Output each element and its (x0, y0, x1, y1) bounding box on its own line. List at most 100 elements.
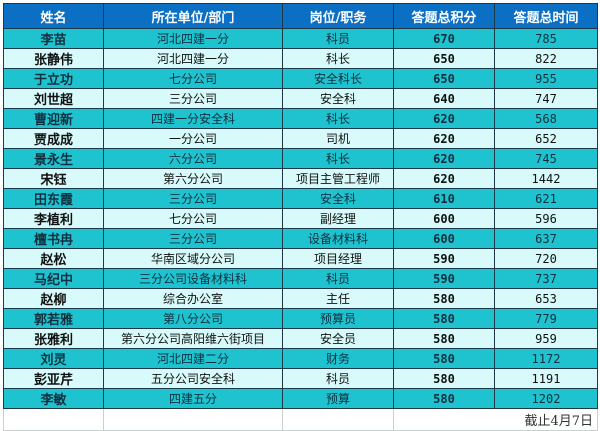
position-cell: 科员 (282, 28, 394, 49)
score-cell: 640 (393, 88, 495, 109)
name-cell: 刘世超 (3, 88, 104, 109)
position-cell: 科长 (282, 108, 394, 129)
footer-row: 截止4月7日 (3, 408, 598, 431)
header-row: 姓名 所在单位/部门 岗位/职务 答题总积分 答题总时间 (3, 3, 598, 29)
position-cell: 设备材料科 (282, 228, 394, 249)
time-cell: 737 (494, 268, 598, 289)
name-cell: 宋钰 (3, 168, 104, 189)
time-cell: 745 (494, 148, 598, 169)
name-cell: 曹迎新 (3, 108, 104, 129)
empty-cell (282, 408, 394, 431)
time-cell: 568 (494, 108, 598, 129)
time-cell: 596 (494, 208, 598, 229)
score-cell: 620 (393, 128, 495, 149)
score-cell: 580 (393, 308, 495, 329)
name-cell: 郭若雅 (3, 308, 104, 329)
table-row: 张雅利 第六分公司高阳维六街项目 安全员 580 959 (3, 328, 598, 349)
time-cell: 785 (494, 28, 598, 49)
position-cell: 预算员 (282, 308, 394, 329)
header-position: 岗位/职务 (282, 3, 394, 29)
unit-cell: 六分公司 (103, 148, 283, 169)
score-cell: 580 (393, 328, 495, 349)
position-cell: 财务 (282, 348, 394, 369)
time-cell: 779 (494, 308, 598, 329)
time-cell: 1442 (494, 168, 598, 189)
table-row: 彭亚芹 五分公司安全科 科员 580 1191 (3, 368, 598, 389)
unit-cell: 华南区域分公司 (103, 248, 283, 269)
score-cell: 650 (393, 68, 495, 89)
name-cell: 李敏 (3, 388, 104, 409)
unit-cell: 七分公司 (103, 208, 283, 229)
unit-cell: 一分公司 (103, 128, 283, 149)
name-cell: 李植利 (3, 208, 104, 229)
score-cell: 590 (393, 248, 495, 269)
time-cell: 652 (494, 128, 598, 149)
score-cell: 600 (393, 228, 495, 249)
name-cell: 景永生 (3, 148, 104, 169)
position-cell: 安全科 (282, 188, 394, 209)
empty-cell (103, 408, 283, 431)
score-cell: 580 (393, 348, 495, 369)
time-cell: 955 (494, 68, 598, 89)
unit-cell: 第六分公司 (103, 168, 283, 189)
empty-cell (3, 408, 104, 431)
score-cell: 670 (393, 28, 495, 49)
position-cell: 项目经理 (282, 248, 394, 269)
position-cell: 主任 (282, 288, 394, 309)
time-cell: 959 (494, 328, 598, 349)
score-cell: 620 (393, 148, 495, 169)
score-cell: 600 (393, 208, 495, 229)
score-cell: 650 (393, 48, 495, 69)
table-row: 李苗 河北四建一分 科员 670 785 (3, 28, 598, 49)
header-unit: 所在单位/部门 (103, 3, 283, 29)
name-cell: 马纪中 (3, 268, 104, 289)
name-cell: 张雅利 (3, 328, 104, 349)
name-cell: 田东霞 (3, 188, 104, 209)
name-cell: 李苗 (3, 28, 104, 49)
score-cell: 610 (393, 188, 495, 209)
unit-cell: 四建一分安全科 (103, 108, 283, 129)
header-score: 答题总积分 (393, 3, 495, 29)
position-cell: 安全员 (282, 328, 394, 349)
score-cell: 580 (393, 288, 495, 309)
table-row: 檀书冉 三分公司 设备材料科 600 637 (3, 228, 598, 249)
name-cell: 赵松 (3, 248, 104, 269)
table-row: 李敏 四建五分 预算 580 1202 (3, 388, 598, 409)
table-row: 李植利 七分公司 副经理 600 596 (3, 208, 598, 229)
position-cell: 副经理 (282, 208, 394, 229)
position-cell: 科长 (282, 48, 394, 69)
score-cell: 580 (393, 388, 495, 409)
table-row: 赵柳 综合办公室 主任 580 653 (3, 288, 598, 309)
unit-cell: 三分公司 (103, 188, 283, 209)
unit-cell: 河北四建一分 (103, 28, 283, 49)
unit-cell: 七分公司 (103, 68, 283, 89)
table-row: 刘世超 三分公司 安全科 640 747 (3, 88, 598, 109)
unit-cell: 三分公司 (103, 228, 283, 249)
score-cell: 590 (393, 268, 495, 289)
table-row: 于立功 七分公司 安全科长 650 955 (3, 68, 598, 89)
table-row: 田东霞 三分公司 安全科 610 621 (3, 188, 598, 209)
time-cell: 1172 (494, 348, 598, 369)
unit-cell: 第八分公司 (103, 308, 283, 329)
name-cell: 于立功 (3, 68, 104, 89)
time-cell: 720 (494, 248, 598, 269)
table-row: 张静伟 河北四建一分 科长 650 822 (3, 48, 598, 69)
table-row: 贾成成 一分公司 司机 620 652 (3, 128, 598, 149)
time-cell: 637 (494, 228, 598, 249)
table-row: 景永生 六分公司 科长 620 745 (3, 148, 598, 169)
score-cell: 620 (393, 168, 495, 189)
unit-cell: 四建五分 (103, 388, 283, 409)
header-name: 姓名 (3, 3, 104, 29)
time-cell: 653 (494, 288, 598, 309)
name-cell: 檀书冉 (3, 228, 104, 249)
name-cell: 赵柳 (3, 288, 104, 309)
unit-cell: 河北四建二分 (103, 348, 283, 369)
unit-cell: 河北四建一分 (103, 48, 283, 69)
unit-cell: 三分公司设备材料科 (103, 268, 283, 289)
table-row: 曹迎新 四建一分安全科 科长 620 568 (3, 108, 598, 129)
position-cell: 科长 (282, 148, 394, 169)
unit-cell: 三分公司 (103, 88, 283, 109)
ranking-table-container: 姓名 所在单位/部门 岗位/职务 答题总积分 答题总时间 李苗 河北四建一分 科员 6… (3, 3, 598, 431)
position-cell: 科员 (282, 268, 394, 289)
table-row: 宋钰 第六分公司 项目主管工程师 620 1442 (3, 168, 598, 189)
